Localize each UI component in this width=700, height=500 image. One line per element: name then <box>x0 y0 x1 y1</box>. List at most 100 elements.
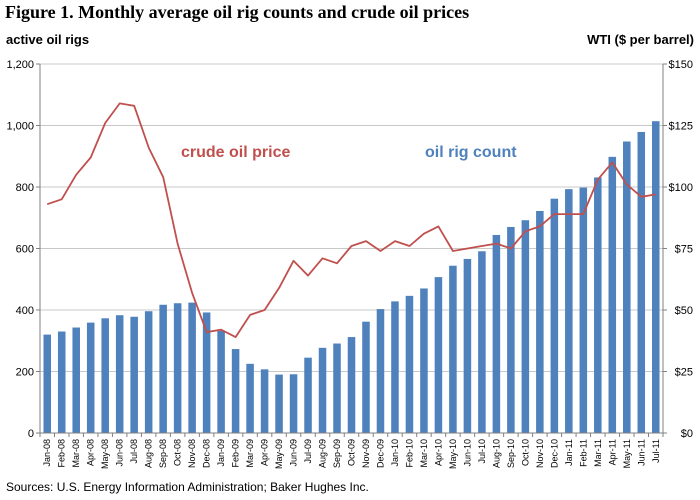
x-axis-tick-label: Jul-11 <box>651 439 661 463</box>
rig-count-bar <box>304 357 312 433</box>
rig-count-bar <box>144 311 153 433</box>
rig-count-bar <box>507 226 515 433</box>
x-axis-tick-label: Apr-09 <box>260 439 270 466</box>
rig-count-bar <box>463 258 472 433</box>
rig-count-bars <box>43 121 660 434</box>
crude-oil-price-line <box>46 102 656 339</box>
left-axis-tick-label: 0 <box>28 428 34 440</box>
rig-count-bar <box>492 234 501 433</box>
right-axis-tick-label: $150 <box>669 59 693 71</box>
x-axis-tick-label: Sep-10 <box>506 439 516 468</box>
oil-rig-count-annotation: oil rig count <box>425 144 517 161</box>
rig-count-bar <box>173 303 182 433</box>
rig-count-bar <box>651 121 660 433</box>
rig-count-bar <box>623 141 631 434</box>
x-axis-tick-label: Jun-09 <box>289 439 299 467</box>
x-axis-tick-label: Aug-10 <box>491 439 501 468</box>
rig-count-bar <box>594 177 602 433</box>
x-axis-tick-label: Feb-10 <box>404 439 414 468</box>
x-axis-tick-label: Sep-08 <box>158 439 168 468</box>
rig-count-bar <box>536 210 544 433</box>
rig-count-bar <box>362 321 370 433</box>
x-axis-tick-label: May-09 <box>274 439 284 469</box>
rig-count-bar <box>333 343 341 433</box>
rig-count-bar <box>478 251 486 433</box>
rig-count-bar <box>550 198 559 433</box>
right-axis-tick-label: $0 <box>681 428 693 440</box>
right-axis-tick-label: $100 <box>669 182 693 194</box>
left-axis-tick-label: 200 <box>16 367 34 379</box>
rig-count-bar <box>376 309 385 433</box>
x-axis-tick-label: Dec-09 <box>375 439 385 468</box>
x-axis-tick-label: Feb-08 <box>57 439 67 468</box>
rig-count-bar <box>188 302 196 433</box>
x-axis-tick-label: Mar-10 <box>419 439 429 468</box>
right-axis-label: WTI ($ per barrel) <box>587 32 694 47</box>
x-axis-tick-label: Nov-09 <box>361 439 371 468</box>
x-axis-tick-label: May-08 <box>100 439 110 469</box>
rig-count-bar <box>420 288 428 433</box>
x-axis-tick-label: May-11 <box>622 439 632 468</box>
rig-count-bar <box>115 315 124 433</box>
x-axis-tick-label: Mar-11 <box>593 439 603 467</box>
rig-count-bar <box>72 327 80 433</box>
rig-count-bar <box>405 295 414 433</box>
x-axis-tick-label: Apr-11 <box>607 439 617 465</box>
rig-count-bar <box>318 347 327 433</box>
rig-count-bar <box>260 369 269 433</box>
source-note: Sources: U.S. Energy Information Adminis… <box>6 480 369 494</box>
right-axis-tick-label: $25 <box>675 367 693 379</box>
right-axis-tick-label: $50 <box>675 305 693 317</box>
left-axis-tick-label: 600 <box>16 244 34 256</box>
rig-count-bar <box>449 265 457 433</box>
left-axis-label: active oil rigs <box>6 32 89 47</box>
x-axis-tick-label: Jan-10 <box>390 439 400 467</box>
x-axis-tick-label: Dec-10 <box>549 439 559 468</box>
tick-labels: 0 200 400 600 800 1,000 1,200 $0 $25 $50 $75 $100 $1… <box>6 59 693 469</box>
left-axis-tick-label: 800 <box>16 182 34 194</box>
x-axis-tick-label: Oct-10 <box>520 439 530 466</box>
x-axis-tick-label: Nov-10 <box>535 439 545 468</box>
rig-count-bar <box>637 131 646 433</box>
rig-count-bar <box>101 318 109 433</box>
x-axis-tick-label: Mar-08 <box>71 439 81 468</box>
x-axis-tick-label: Jan-11 <box>564 439 574 466</box>
figure-title: Figure 1. Monthly average oil rig counts… <box>5 2 470 22</box>
x-axis-tick-label: May-10 <box>448 439 458 469</box>
x-axis-tick-label: Oct-09 <box>347 439 357 466</box>
rig-count-bar <box>217 330 225 433</box>
left-axis-tick-label: 400 <box>16 305 34 317</box>
x-axis-tick-label: Dec-08 <box>202 439 212 468</box>
x-axis-tick-label: Oct-08 <box>173 439 183 466</box>
rig-count-bar <box>391 301 399 433</box>
rig-count-bar <box>231 349 240 433</box>
rig-count-bar <box>347 337 356 433</box>
x-axis-tick-label: Sep-09 <box>332 439 342 468</box>
x-axis-tick-label: Jan-09 <box>216 439 226 467</box>
rig-count-bar <box>289 374 298 433</box>
rig-count-bar <box>275 374 283 433</box>
rig-count-bar <box>521 220 530 433</box>
rig-count-bar <box>202 312 211 433</box>
x-axis-tick-label: Mar-09 <box>245 439 255 468</box>
rig-count-bar <box>434 277 443 433</box>
axes <box>36 63 667 437</box>
x-axis-tick-label: Jan-08 <box>42 439 52 467</box>
crude-oil-price-annotation: crude oil price <box>181 144 290 161</box>
rig-count-bar <box>86 322 95 433</box>
x-axis-tick-label: Feb-11 <box>578 439 588 467</box>
rig-count-bar <box>608 156 617 434</box>
x-axis-tick-label: Aug-09 <box>318 439 328 468</box>
x-axis-tick-label: Jul-08 <box>129 439 139 464</box>
x-axis-tick-label: Jul-09 <box>303 439 313 464</box>
rig-count-bar <box>246 363 254 433</box>
rig-count-bar <box>57 331 66 433</box>
x-axis-tick-label: Jul-10 <box>477 439 487 464</box>
x-axis-tick-label: Nov-08 <box>187 439 197 468</box>
oil-price-line-layer <box>46 102 656 339</box>
rig-count-bar <box>130 316 138 433</box>
left-axis-tick-label: 1,000 <box>6 121 34 133</box>
right-axis-tick-label: $125 <box>669 121 693 133</box>
x-axis-tick-label: Jun-08 <box>115 439 125 467</box>
